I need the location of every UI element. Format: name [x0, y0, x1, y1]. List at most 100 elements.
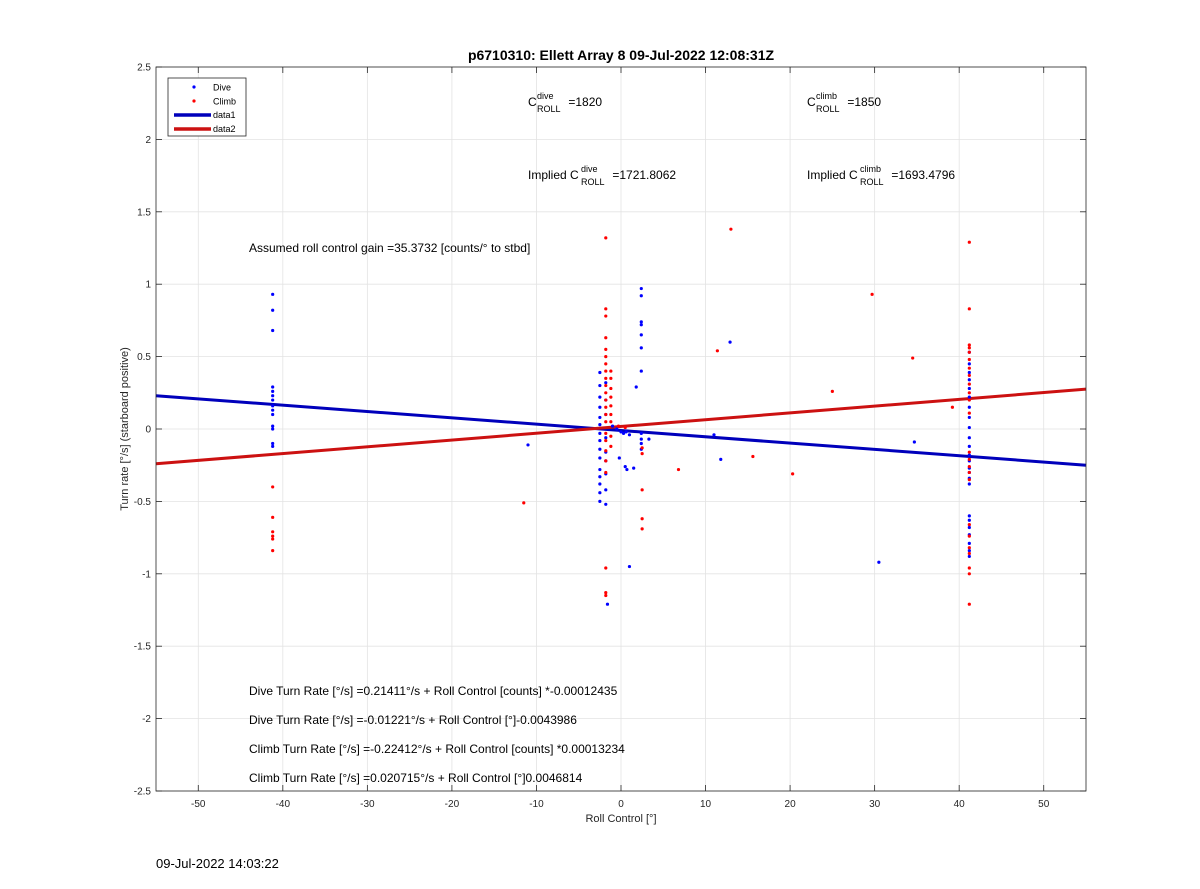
dive-point — [967, 554, 971, 559]
dive-point — [271, 385, 275, 389]
dive-point — [639, 431, 643, 435]
climb-point — [604, 362, 608, 366]
equation-dive-degrees: Dive Turn Rate [°/s] =-0.01221°/s + Roll… — [249, 713, 577, 727]
dive-point — [619, 430, 623, 434]
dive-point — [967, 549, 971, 553]
climb-point — [609, 412, 613, 417]
climb-point — [604, 391, 608, 395]
climb-point — [640, 488, 644, 492]
climb-point — [967, 478, 971, 482]
dive-point — [604, 502, 608, 506]
dive-point — [598, 491, 602, 495]
implied-climb-prefix: Implied C — [807, 168, 858, 182]
dive-point — [912, 440, 916, 444]
climb-point — [791, 472, 795, 476]
climb-point — [604, 431, 608, 435]
climb-point — [609, 386, 613, 391]
dive-point — [639, 333, 643, 337]
dive-point — [271, 389, 275, 393]
dive-point — [967, 425, 971, 430]
climb-point — [967, 457, 971, 462]
dive-point — [967, 525, 971, 530]
x-tick-label: 0 — [618, 799, 624, 810]
c-climb-sup: climb — [816, 91, 837, 101]
climb-point — [604, 376, 608, 380]
climb-point — [616, 424, 621, 428]
climb-point — [967, 551, 971, 556]
climb-point — [604, 347, 608, 351]
dive-point — [967, 436, 971, 440]
climb-point — [967, 350, 971, 354]
y-tick-label: 0 — [145, 425, 151, 436]
dive-point — [271, 308, 275, 312]
dive-point — [598, 423, 602, 427]
c-climb-base: C — [807, 95, 816, 109]
y-tick-label: 2.5 — [137, 63, 151, 74]
dive-point — [967, 518, 971, 522]
climb-point — [604, 355, 608, 359]
gain-annotation: Assumed roll control gain =35.3732 [coun… — [249, 241, 530, 255]
x-tick-label: -50 — [191, 799, 206, 810]
climb-point — [967, 534, 971, 538]
climb-point — [623, 425, 627, 430]
dive-point — [967, 370, 971, 375]
implied-climb-sup: climb — [860, 164, 881, 174]
dive-point — [271, 427, 275, 431]
x-tick-label: -10 — [529, 799, 544, 810]
dive-point — [271, 404, 275, 408]
climb-point — [609, 395, 613, 399]
climb-point — [967, 566, 971, 570]
dive-point — [647, 437, 651, 441]
climb-point — [271, 534, 275, 538]
dive-point — [598, 475, 602, 479]
climb-point — [967, 307, 971, 311]
dive-point — [623, 465, 627, 469]
dive-point — [627, 564, 632, 569]
legend-climb-label: Climb — [213, 97, 236, 107]
climb-point — [522, 501, 526, 505]
climb-point — [967, 366, 971, 370]
dive-point — [604, 381, 608, 385]
dive-point — [639, 294, 643, 298]
dive-point — [610, 424, 615, 428]
climb-point — [604, 307, 608, 311]
implied-dive-sup: dive — [581, 164, 598, 174]
climb-point — [967, 373, 971, 378]
dive-point — [639, 437, 643, 441]
x-tick-label: 40 — [954, 799, 966, 810]
dive-point — [598, 467, 602, 472]
dive-point — [271, 394, 275, 398]
dive-point — [598, 456, 602, 460]
dive-point — [712, 433, 716, 437]
climb-point — [911, 356, 915, 360]
climb-point — [604, 459, 608, 463]
climb-point — [967, 343, 971, 347]
climb-point — [640, 527, 644, 531]
c-climb-value: =1850 — [844, 95, 881, 109]
dive-point — [271, 328, 275, 333]
x-tick-label: -40 — [276, 799, 291, 810]
x-tick-label: -30 — [360, 799, 375, 810]
dive-point — [615, 427, 619, 431]
climb-point — [751, 454, 755, 459]
climb-point — [271, 530, 275, 534]
dive-point — [639, 323, 643, 327]
dive-point — [271, 444, 275, 448]
equation-climb-degrees: Climb Turn Rate [°/s] =0.020715°/s + Rol… — [249, 771, 583, 785]
dive-point — [639, 320, 643, 324]
climb-point — [729, 227, 733, 231]
dive-point — [598, 415, 602, 420]
climb-point — [604, 438, 608, 443]
dive-point — [639, 441, 643, 446]
dive-point — [877, 560, 881, 564]
c-dive-sub: ROLL — [537, 104, 561, 114]
dive-point — [967, 405, 971, 409]
climb-point — [604, 398, 608, 402]
dive-point — [967, 444, 971, 448]
c-dive-annotation: Cdive ROLL =1820 — [528, 91, 602, 114]
y-axis-label: Turn rate [°/s] (starboard positive) — [119, 347, 131, 511]
axis-ticks: -50 -40 -30 -20 -10 0 10 20 30 40 50-2.5-2-1.5-1-0… — [134, 63, 1086, 810]
climb-point — [271, 515, 275, 519]
